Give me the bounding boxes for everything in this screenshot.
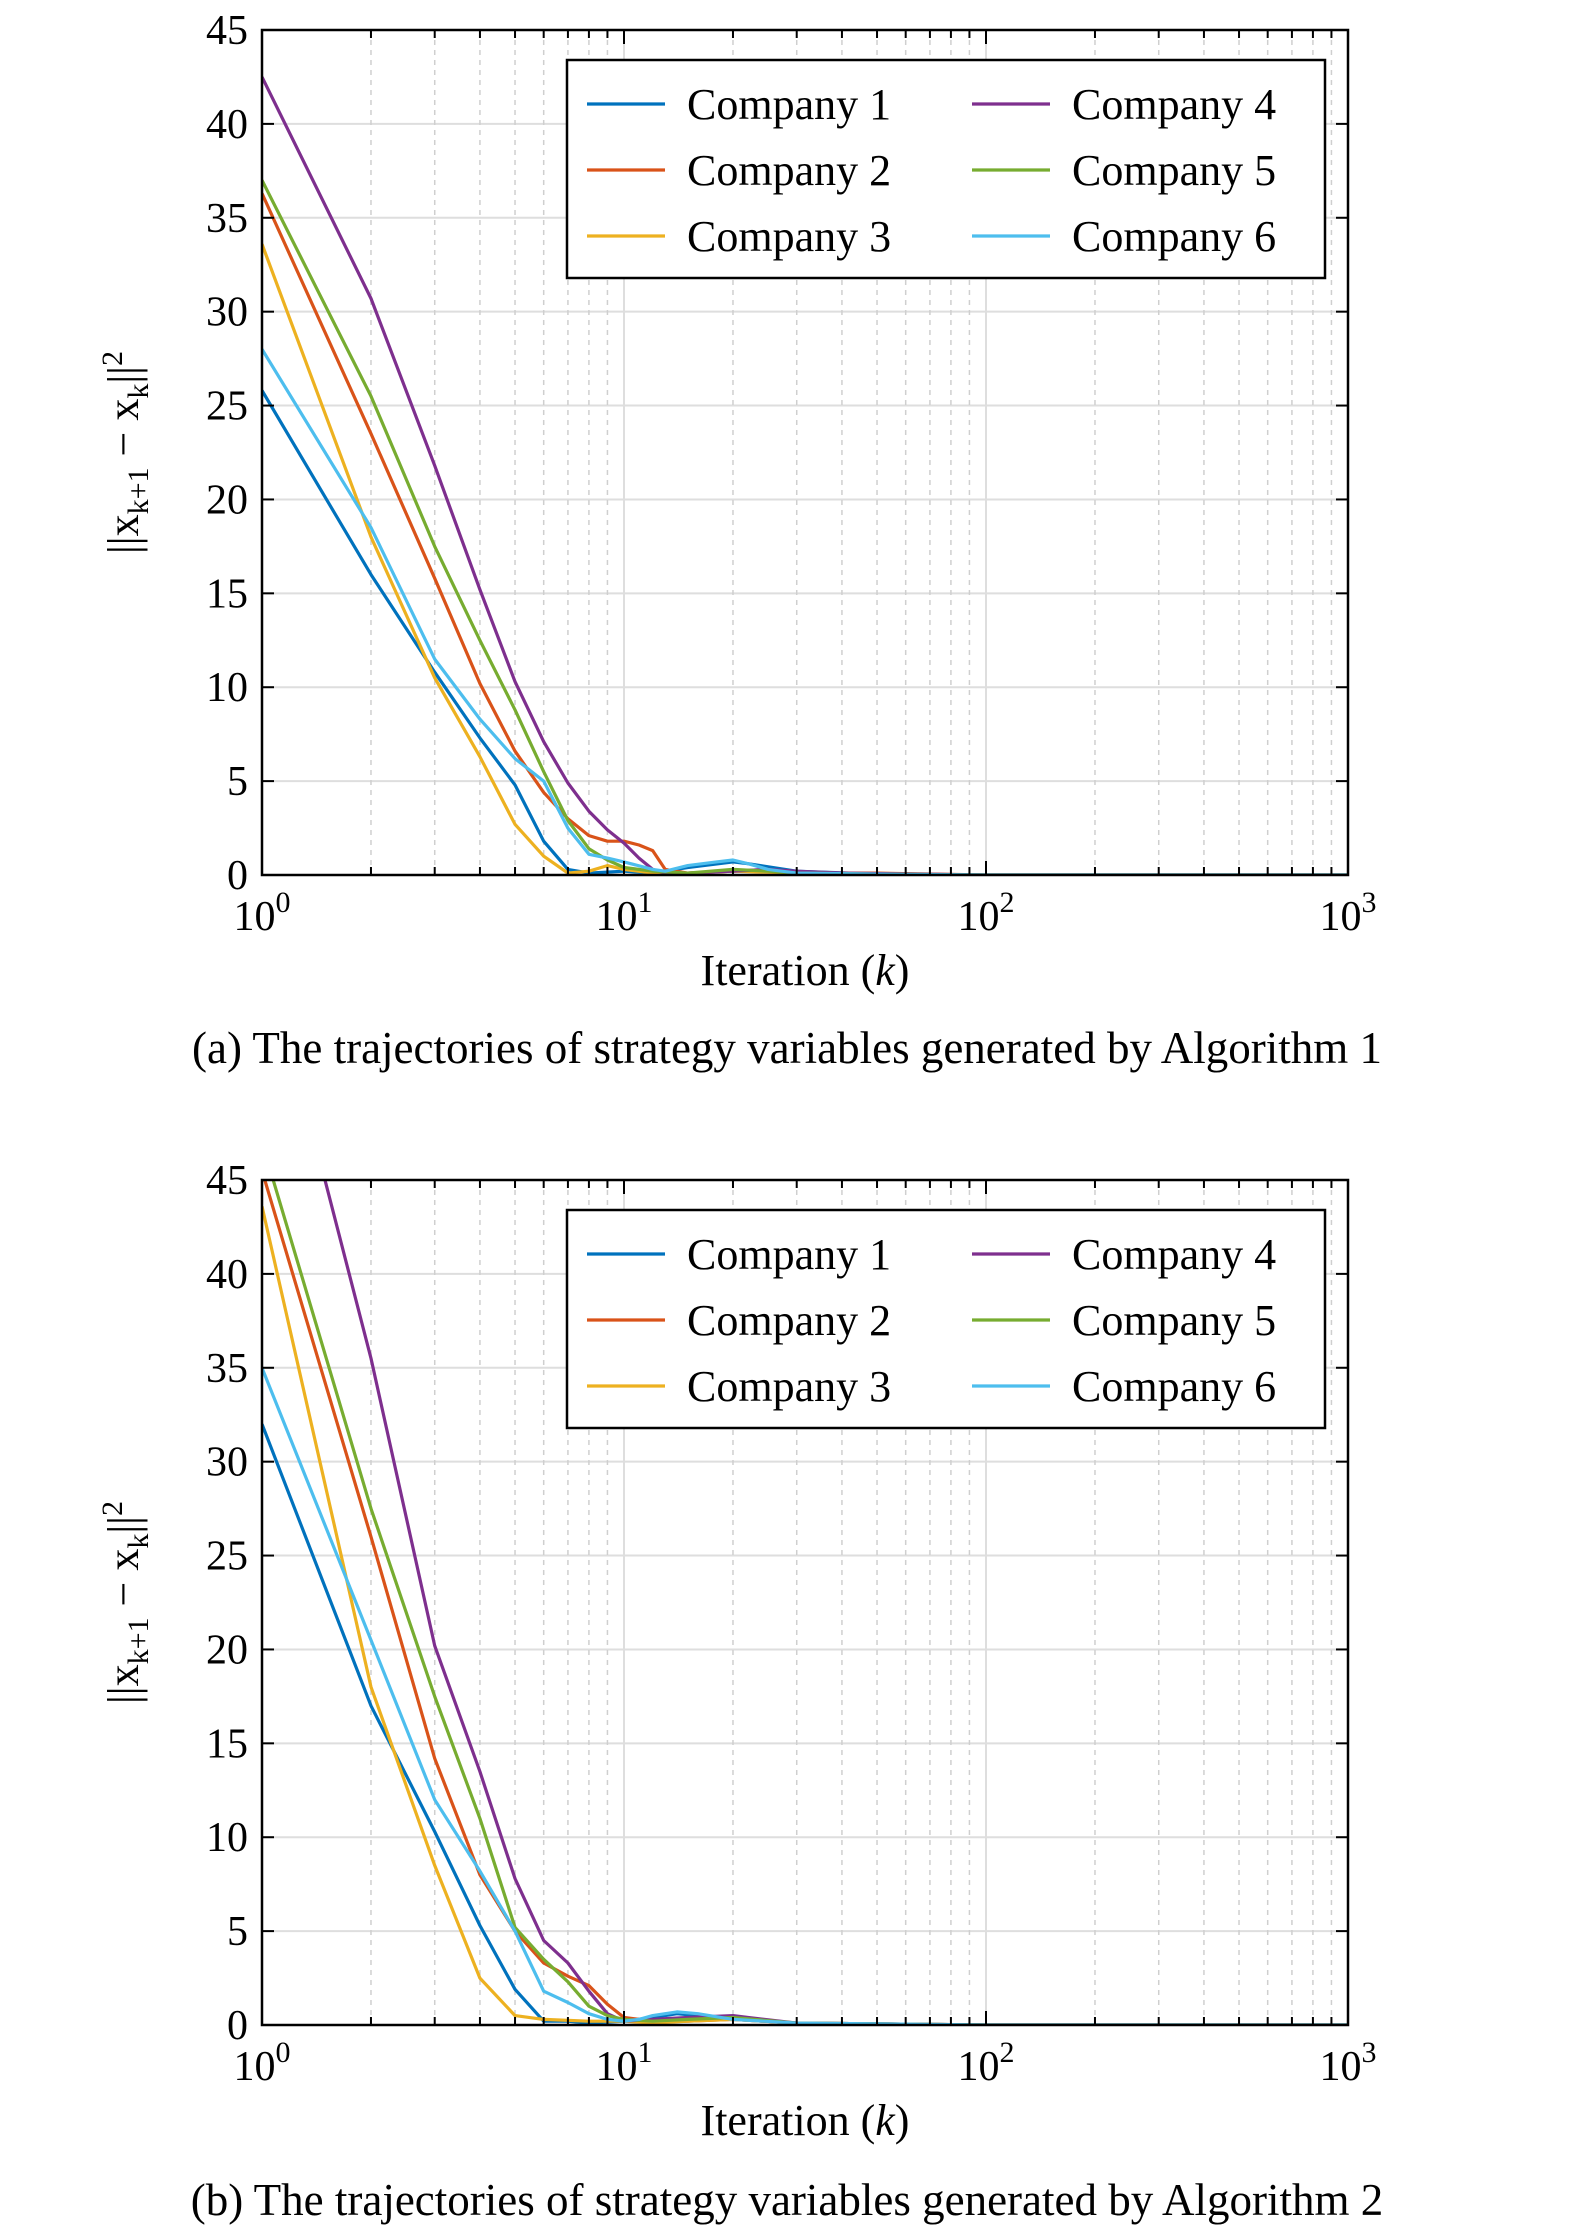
y-tick-label: 35: [206, 1346, 248, 1392]
y-tick-label: 5: [227, 759, 248, 805]
y-tick-label: 5: [227, 1909, 248, 1955]
series-line-company-6: [262, 1367, 1348, 2025]
figure-caption: (a) The trajectories of strategy variabl…: [192, 1023, 1382, 1073]
x-tick-label: 103: [1320, 886, 1377, 940]
y-tick-label: 35: [206, 196, 248, 242]
ticks: 0 5 10 15 20 25 30 35 40 45 100 101 102 103: [206, 1158, 1377, 2090]
legend: Company 1 Company 2 Company 3 Company 4 Comp…: [565, 58, 1327, 280]
legend-label-company-4: Company 4: [1072, 80, 1276, 129]
legend-label-company-3: Company 3: [687, 212, 891, 261]
legend-label-company-6: Company 6: [1072, 1362, 1276, 1411]
series-lines: [262, 1180, 1348, 2025]
ticks: 0 5 10 15 20 25 30 35 40 45 100 101 102 103: [206, 8, 1377, 940]
axes-box: [260, 28, 1350, 877]
x-axis-label: Iteration (k): [701, 2096, 910, 2145]
grid: [262, 29, 1348, 876]
y-tick-label: 15: [206, 1721, 248, 1767]
legend-label-company-1: Company 1: [687, 1230, 891, 1279]
y-tick-label: 30: [206, 290, 248, 336]
y-tick-label: 0: [227, 853, 248, 899]
legend-label-company-4: Company 4: [1072, 1230, 1276, 1279]
x-tick-label: 102: [958, 2036, 1015, 2090]
y-tick-label: 30: [206, 1440, 248, 1486]
y-tick-label: 25: [206, 384, 248, 430]
series-line-company-2: [262, 192, 1348, 875]
x-tick-label: 101: [596, 2036, 653, 2090]
legend-label-company-1: Company 1: [687, 80, 891, 129]
x-tick-label: 101: [596, 886, 653, 940]
x-tick-label: 103: [1320, 2036, 1377, 2090]
axes-box: [260, 1178, 1350, 2027]
figure-caption: (b) The trajectories of strategy variabl…: [191, 2175, 1384, 2225]
y-tick-label: 40: [206, 102, 248, 148]
y-tick-label: 45: [206, 8, 248, 54]
y-tick-label: 15: [206, 571, 248, 617]
x-tick-label: 100: [234, 886, 291, 940]
y-tick-label: 0: [227, 2003, 248, 2049]
legend-label-company-5: Company 5: [1072, 146, 1276, 195]
legend: Company 1 Company 2 Company 3 Company 4 Comp…: [565, 1208, 1327, 1430]
y-tick-label: 20: [206, 477, 248, 523]
y-axis-label: ||xk+1 − xk||2: [96, 1501, 155, 1704]
series-line-company-6: [262, 348, 1348, 875]
legend-label-company-5: Company 5: [1072, 1296, 1276, 1345]
y-tick-label: 10: [206, 1815, 248, 1861]
chart-panel-1: 0 5 10 15 20 25 30 35 40 45 100 101 102 103 Iteration …: [96, 8, 1382, 1073]
legend-label-company-2: Company 2: [687, 1296, 891, 1345]
y-tick-label: 25: [206, 1534, 248, 1580]
legend-label-company-6: Company 6: [1072, 212, 1276, 261]
legend-label-company-3: Company 3: [687, 1362, 891, 1411]
chart-panel-2: 0 5 10 15 20 25 30 35 40 45 100 101 102 103 Iteration …: [96, 1158, 1384, 2225]
y-axis-label: ||xk+1 − xk||2: [96, 351, 155, 554]
y-tick-label: 40: [206, 1252, 248, 1298]
series-line-company-5: [262, 179, 1348, 875]
y-tick-label: 20: [206, 1627, 248, 1673]
legend-label-company-2: Company 2: [687, 146, 891, 195]
series-line-company-4: [323, 1180, 1348, 2025]
x-tick-label: 100: [234, 2036, 291, 2090]
y-tick-label: 10: [206, 665, 248, 711]
series-line-company-1: [262, 389, 1348, 875]
x-axis-label: Iteration (k): [701, 946, 910, 995]
legend-box: [565, 1208, 1327, 1430]
x-tick-label: 102: [958, 886, 1015, 940]
y-tick-label: 45: [206, 1158, 248, 1204]
legend-box: [565, 58, 1327, 280]
